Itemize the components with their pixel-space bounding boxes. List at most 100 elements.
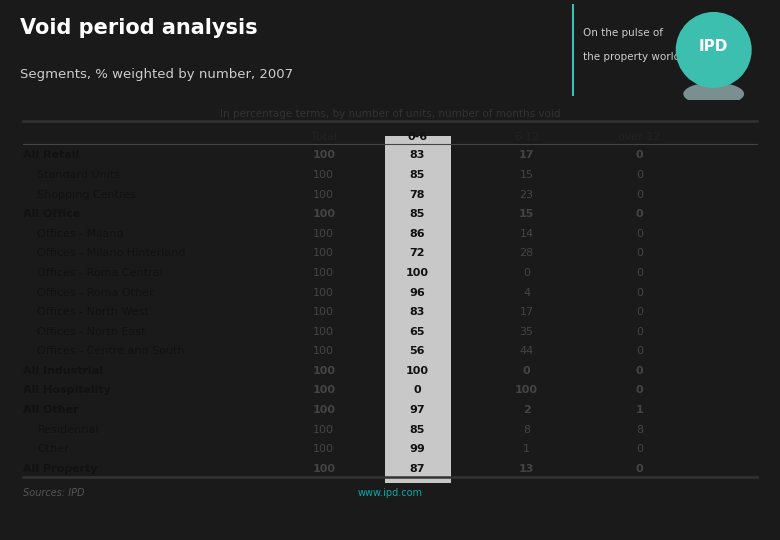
- Text: 0: 0: [523, 268, 530, 278]
- Text: All Property: All Property: [23, 464, 98, 474]
- Text: 56: 56: [410, 346, 425, 356]
- Text: 35: 35: [519, 327, 534, 337]
- Text: 1: 1: [636, 405, 643, 415]
- Text: Offices - Milano: Offices - Milano: [37, 229, 124, 239]
- Text: 100: 100: [314, 287, 334, 298]
- Text: 0: 0: [636, 287, 643, 298]
- Text: 100: 100: [314, 307, 334, 317]
- Text: Other: Other: [37, 444, 69, 454]
- Text: 0: 0: [636, 268, 643, 278]
- Text: 0: 0: [636, 248, 643, 258]
- Text: 17: 17: [519, 307, 534, 317]
- Ellipse shape: [675, 12, 752, 88]
- Text: 0: 0: [636, 464, 643, 474]
- Text: 15: 15: [519, 170, 534, 180]
- Text: 0-6: 0-6: [407, 132, 427, 143]
- Text: Offices - North East: Offices - North East: [37, 327, 146, 337]
- Text: 100: 100: [406, 366, 429, 376]
- Text: 23: 23: [519, 190, 534, 200]
- Text: 85: 85: [410, 209, 425, 219]
- Text: 100: 100: [314, 248, 334, 258]
- Text: All Hospitality: All Hospitality: [23, 386, 112, 395]
- Text: 97: 97: [410, 405, 425, 415]
- Ellipse shape: [683, 83, 744, 105]
- Text: 100: 100: [312, 386, 335, 395]
- Text: Offices - Milano Hinterland: Offices - Milano Hinterland: [37, 248, 186, 258]
- Text: In percentage terms, by number of units, number of months void: In percentage terms, by number of units,…: [220, 109, 560, 119]
- Text: 0: 0: [636, 229, 643, 239]
- Text: 0: 0: [636, 346, 643, 356]
- Text: 100: 100: [312, 151, 335, 160]
- Text: 0: 0: [636, 307, 643, 317]
- Text: 100: 100: [515, 386, 538, 395]
- Text: 0: 0: [636, 209, 643, 219]
- Text: 15: 15: [519, 209, 534, 219]
- Text: 85: 85: [410, 424, 425, 435]
- Text: 85: 85: [410, 170, 425, 180]
- Text: Offices - Roma Other: Offices - Roma Other: [37, 287, 154, 298]
- Text: 100: 100: [312, 405, 335, 415]
- Text: 0: 0: [636, 190, 643, 200]
- Text: 83: 83: [410, 151, 425, 160]
- Text: over 12: over 12: [619, 132, 661, 143]
- Text: Void period analysis: Void period analysis: [20, 18, 257, 38]
- Text: 2: 2: [523, 405, 530, 415]
- Text: 0: 0: [636, 366, 643, 376]
- Text: 8: 8: [636, 424, 643, 435]
- Text: 100: 100: [312, 366, 335, 376]
- Text: 100: 100: [314, 346, 334, 356]
- Text: All Retail: All Retail: [23, 151, 80, 160]
- Text: All Office: All Office: [23, 209, 80, 219]
- Text: Residential: Residential: [37, 424, 99, 435]
- Text: Sources: IPD: Sources: IPD: [23, 488, 85, 498]
- Text: 100: 100: [314, 327, 334, 337]
- Text: Offices - Roma Central: Offices - Roma Central: [37, 268, 163, 278]
- Text: 0: 0: [636, 327, 643, 337]
- Text: 100: 100: [314, 268, 334, 278]
- Text: Standard Units: Standard Units: [37, 170, 120, 180]
- Text: 0: 0: [636, 386, 643, 395]
- Bar: [385, 137, 451, 483]
- Text: 14: 14: [519, 229, 534, 239]
- Text: Segments, % weighted by number, 2007: Segments, % weighted by number, 2007: [20, 68, 292, 81]
- Text: 100: 100: [314, 229, 334, 239]
- Text: 78: 78: [410, 190, 425, 200]
- Text: www.ipd.com: www.ipd.com: [357, 488, 423, 498]
- Text: 0: 0: [636, 170, 643, 180]
- Text: 100: 100: [312, 464, 335, 474]
- Text: 100: 100: [314, 190, 334, 200]
- Text: 83: 83: [410, 307, 425, 317]
- Text: 44: 44: [519, 346, 534, 356]
- Text: 28: 28: [519, 248, 534, 258]
- Text: 1: 1: [523, 444, 530, 454]
- Text: 100: 100: [314, 170, 334, 180]
- Text: 99: 99: [410, 444, 425, 454]
- Text: the property world: the property world: [583, 52, 681, 62]
- Text: 100: 100: [312, 209, 335, 219]
- Text: 4: 4: [523, 287, 530, 298]
- Text: 87: 87: [410, 464, 425, 474]
- Text: 13: 13: [519, 464, 534, 474]
- Text: 65: 65: [410, 327, 425, 337]
- Text: IPD: IPD: [699, 39, 729, 55]
- Text: 17: 17: [519, 151, 534, 160]
- Text: 96: 96: [410, 287, 425, 298]
- Text: 0: 0: [636, 151, 643, 160]
- Text: 8: 8: [523, 424, 530, 435]
- Text: 100: 100: [314, 424, 334, 435]
- Text: Shopping Centres: Shopping Centres: [37, 190, 136, 200]
- Text: 6-12: 6-12: [514, 132, 539, 143]
- Text: 0: 0: [523, 366, 530, 376]
- Text: Total: Total: [310, 132, 337, 143]
- Text: 0: 0: [413, 386, 421, 395]
- Text: Offices - North West: Offices - North West: [37, 307, 149, 317]
- Text: 72: 72: [410, 248, 425, 258]
- Text: All Industrial: All Industrial: [23, 366, 104, 376]
- Text: On the pulse of: On the pulse of: [583, 28, 664, 38]
- Text: 0: 0: [636, 444, 643, 454]
- Text: Offices - Centre and South: Offices - Centre and South: [37, 346, 185, 356]
- Text: 86: 86: [410, 229, 425, 239]
- Text: All Other: All Other: [23, 405, 79, 415]
- Text: 100: 100: [314, 444, 334, 454]
- Text: 100: 100: [406, 268, 429, 278]
